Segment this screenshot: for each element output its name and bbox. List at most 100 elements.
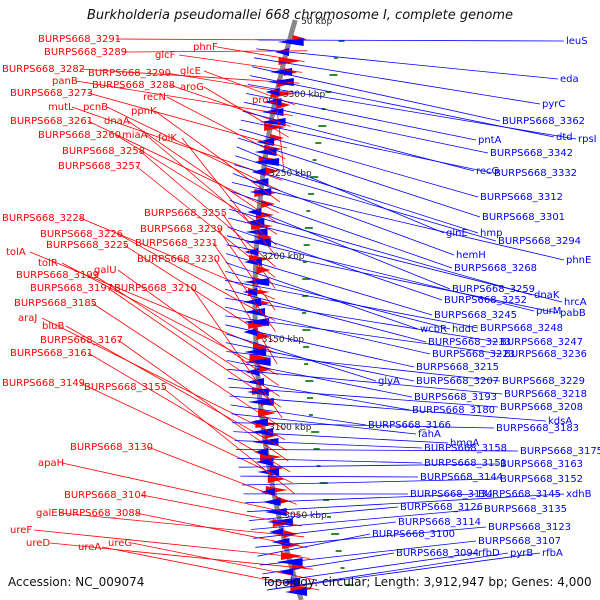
reverse-gene-arrow: [243, 328, 258, 336]
reverse-gene-label: pyrC: [542, 99, 565, 110]
forward-leader-line: [61, 262, 279, 376]
reverse-gene-label: BURPS668_3233: [428, 337, 511, 348]
reverse-leader-line: [229, 199, 451, 290]
gc-marker: [333, 57, 338, 59]
forward-leader-line: [106, 106, 282, 192]
reverse-gene-label: eda: [560, 74, 579, 85]
scale-label: 3100 kbp: [269, 423, 312, 433]
reverse-gene-arrow: [244, 238, 271, 246]
forward-leader-line: [75, 80, 293, 116]
forward-gene-arrow: [256, 332, 271, 340]
reverse-gene-label: hrcA: [564, 297, 587, 308]
reverse-leader-line: [224, 297, 499, 343]
reverse-gene-label: BURPS668_3223: [432, 349, 515, 360]
reverse-leader-line: [237, 457, 423, 464]
scale-label: 3200 kbp: [262, 252, 305, 262]
forward-gene-label: ppnK: [131, 106, 157, 117]
forward-gene-label: BURPS668_3149: [2, 378, 85, 389]
reverse-gene-label: BURPS668_3207: [416, 376, 499, 387]
reverse-gene-label: hddC: [452, 324, 478, 335]
reverse-gene-label: hmp: [480, 228, 502, 239]
forward-gene-label: BURPS668_3155: [84, 382, 167, 393]
forward-gene-label: folK: [158, 133, 177, 144]
reverse-leader-line: [257, 533, 371, 557]
reverse-gene-label: BURPS668_3332: [494, 168, 577, 179]
reverse-gene-arrow: [265, 88, 280, 96]
forward-gene-label: BURPS668_3231: [135, 238, 218, 249]
forward-gene-label: aroG: [180, 82, 204, 93]
scale-label: 3150 kbp: [262, 335, 305, 345]
forward-leader-line: [93, 274, 280, 397]
forward-gene-label: BURPS668_3257: [58, 161, 141, 172]
forward-gene-label: miaA: [122, 130, 148, 141]
forward-gene-label: ureF: [10, 525, 32, 536]
reverse-gene-arrow: [244, 248, 259, 256]
reverse-gene-label: BURPS668_3166: [368, 420, 451, 431]
reverse-leader-line: [235, 449, 519, 452]
gc-marker: [305, 380, 314, 382]
reverse-gene-label: BURPS668_3294: [498, 236, 581, 247]
forward-leader-line: [145, 134, 277, 246]
reverse-leader-line: [247, 493, 565, 513]
reverse-leader-line: [227, 368, 503, 395]
forward-gene-label: BURPS668_3185: [14, 298, 97, 309]
reverse-gene-arrow: [253, 158, 280, 166]
forward-gene-label: BURPS668_3273: [10, 88, 93, 99]
forward-gene-label: dnaA: [104, 116, 130, 127]
reverse-gene-label: pabB: [560, 308, 586, 319]
forward-leader-line: [117, 269, 279, 386]
forward-gene-label: panB: [52, 76, 78, 87]
gc-marker: [308, 414, 313, 416]
forward-gene-arrow: [280, 552, 303, 560]
gc-marker: [302, 295, 309, 297]
gc-marker: [327, 516, 332, 518]
reverse-leader-line: [229, 395, 547, 422]
reverse-leader-line: [226, 360, 413, 398]
forward-gene-label: BURPS668_3290: [88, 68, 171, 79]
reverse-leader-line: [238, 463, 499, 468]
scale-label: 50 kbp: [301, 17, 332, 27]
reverse-gene-label: BURPS668_3218: [504, 389, 587, 400]
forward-leader-line: [169, 84, 291, 127]
reverse-leader-line: [228, 217, 563, 303]
forward-gene-label: BURPS668_3199: [16, 270, 99, 281]
forward-leader-line: [127, 120, 279, 224]
reverse-leader-line: [234, 440, 423, 449]
forward-gene-label: ureD: [26, 538, 50, 549]
forward-gene-label: recN: [143, 92, 166, 103]
reverse-gene-label: phnE: [566, 255, 591, 266]
forward-leader-line: [65, 325, 287, 451]
forward-gene-label: galE: [36, 508, 58, 519]
forward-gene-label: apaH: [38, 458, 64, 469]
reverse-leader-line: [226, 351, 501, 382]
reverse-leader-line: [266, 552, 541, 591]
forward-gene-label: BURPS668_3239: [140, 224, 223, 235]
reverse-gene-label: BURPS668_3362: [502, 116, 585, 127]
reverse-gene-arrow: [250, 178, 269, 186]
forward-gene-label: mutL: [48, 102, 74, 113]
scale-label: 3300 kbp: [283, 90, 326, 100]
reverse-leader-line: [231, 182, 565, 261]
forward-gene-label: BURPS668_3225: [46, 240, 129, 251]
reverse-leader-line: [245, 493, 477, 504]
forward-gene-label: BURPS668_3255: [144, 208, 227, 219]
forward-gene-label: BURPS668_3282: [2, 64, 85, 75]
forward-gene-arrow: [249, 354, 272, 362]
forward-gene-label: BURPS668_3088: [58, 508, 141, 519]
scale-label: 3050 kbp: [284, 511, 327, 521]
reverse-gene-arrow: [259, 118, 286, 126]
reverse-gene-arrow: [255, 458, 274, 466]
reverse-gene-label: BURPS668_3144: [420, 472, 503, 483]
forward-leader-line: [139, 150, 276, 268]
forward-gene-arrow: [265, 167, 280, 175]
reverse-leader-line: [233, 164, 497, 242]
reverse-gene-label: BURPS668_3245: [434, 310, 517, 321]
scale-label: 3250 kbp: [269, 169, 312, 179]
reverse-leader-line: [247, 84, 577, 140]
reverse-gene-label: leuS: [566, 36, 588, 47]
forward-leader-line: [181, 137, 277, 257]
reverse-leader-line: [264, 552, 477, 584]
reverse-leader-line: [266, 552, 509, 591]
reverse-gene-arrow: [282, 578, 301, 586]
forward-gene-label: BURPS668_3130: [70, 442, 153, 453]
